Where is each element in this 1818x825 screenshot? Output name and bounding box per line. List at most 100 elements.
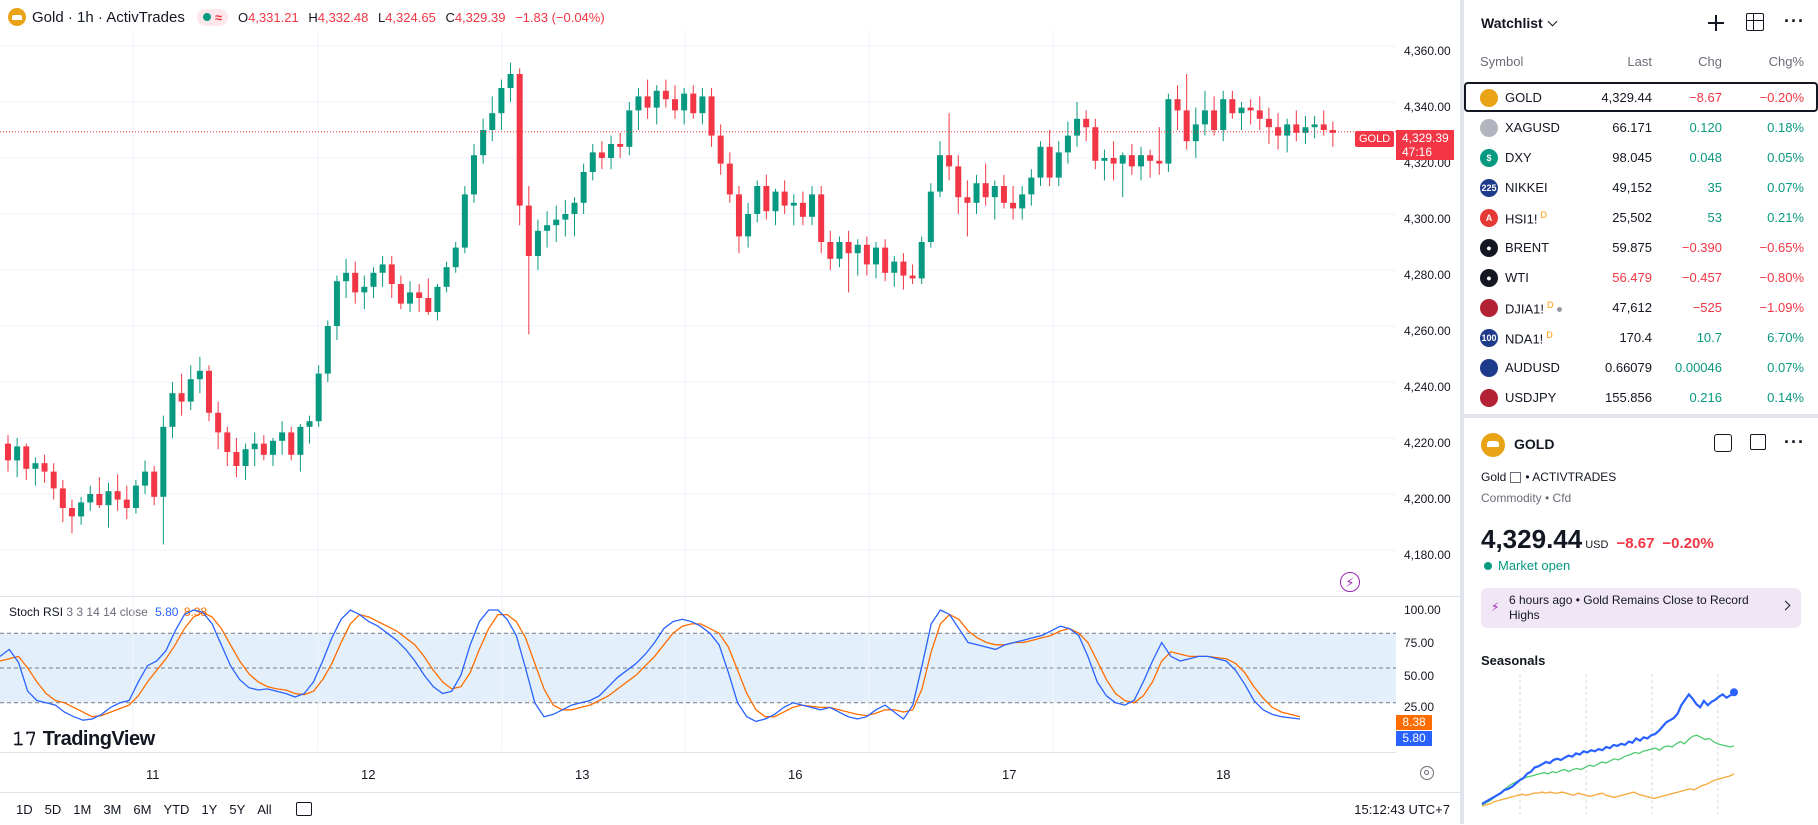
market-status-text: Market open [1498,558,1571,573]
external-link-icon[interactable] [1510,472,1522,484]
row-chg-pct: 0.18% [1767,120,1804,135]
stoch-rsi-chart[interactable] [0,598,1396,750]
candle-body [772,191,779,212]
row-chg: 0.120 [1689,120,1722,135]
candle-body [169,393,176,427]
market-status[interactable]: Market open [1484,558,1570,573]
price-scale[interactable]: 4,360.00 4,340.00 4,320.00 4,300.00 4,28… [1396,30,1460,590]
candle-body [50,471,57,489]
candle-body [68,508,75,517]
col-last[interactable]: Last [1627,54,1652,69]
watchlist-title[interactable]: Watchlist [1481,15,1543,31]
range-ytd-button[interactable]: YTD [163,801,190,817]
candle-body [370,272,377,287]
us-flag-icon [1480,389,1498,407]
range-all-button[interactable]: All [257,801,272,817]
watchlist-row[interactable]: 225 NIKKEI 49,152 35 0.07% [1464,172,1818,202]
seasonals-chart[interactable] [1474,674,1804,814]
candle-body [626,110,633,147]
settings-gear-icon[interactable] [1420,766,1434,780]
details-exchange[interactable]: • ACTIVTRADES [1525,470,1617,484]
chart-pane[interactable]: Gold · 1h · ActivTrades ≈ O4,331.21 H4,3… [0,0,1460,824]
section-separator[interactable] [1464,414,1818,418]
candle-body [507,74,514,88]
col-chg[interactable]: Chg [1698,54,1722,69]
time-label: 11 [146,767,160,782]
candle-body [1101,158,1108,161]
watchlist-row[interactable]: A HSI1! D 25,502 53 0.21% [1464,202,1818,232]
go-to-date-icon[interactable] [295,802,312,816]
panel-divider[interactable] [1460,0,1464,824]
candle-body [946,155,953,167]
candle-body [845,242,852,254]
layout-icon[interactable] [1714,434,1732,452]
watchlist-row[interactable]: ● BRENT 59.875 −0.390 −0.65% [1464,232,1818,262]
details-symbol[interactable]: GOLD [1514,436,1555,452]
time-axis[interactable]: 11 12 13 16 17 18 [0,752,1396,793]
range-5y-button[interactable]: 5Y [229,801,246,817]
candle-body [187,379,194,402]
clock[interactable]: 15:12:43 UTC+7 [1354,801,1450,817]
bar-countdown: 47:16 [1402,145,1433,159]
details-name[interactable]: Gold [1481,470,1507,484]
chevron-down-icon[interactable] [1547,16,1558,26]
candle-body [269,440,276,455]
price-tick: 4,240.00 [1404,380,1451,394]
row-symbol: GOLD [1505,90,1542,105]
stoch-rsi-legend[interactable]: Stoch RSI 3 3 14 14 close 5.80 8.38 [9,605,207,619]
col-chg-pct[interactable]: Chg% [1768,54,1804,69]
price-tick: 4,300.00 [1404,212,1451,226]
chart-title[interactable]: Gold · 1h · ActivTrades [32,8,185,26]
candle-body [461,194,468,248]
watchlist-row[interactable]: XAGUSD 66.171 0.120 0.18% [1464,112,1818,142]
watchlist-row[interactable]: ● WTI 56.479 −0.457 −0.80% [1464,262,1818,292]
candle-body [397,284,404,304]
watchlist-row[interactable]: AUDUSD 0.66079 0.00046 0.07% [1464,352,1818,382]
candle-body [105,491,112,506]
edit-note-icon[interactable] [1750,434,1766,450]
add-symbol-icon[interactable] [1706,13,1726,33]
news-headline[interactable]: 6 hours ago • Gold Remains Close to Reco… [1509,593,1749,622]
candle-body [489,113,496,130]
row-chg: −8.67 [1689,90,1722,105]
candle-body [653,90,660,108]
time-label: 12 [361,767,376,782]
watchlist-row[interactable]: USDJPY 155.856 0.216 0.14% [1464,382,1818,412]
pane-separator[interactable] [0,596,1460,597]
stoch-d-badge: 8.38 [1396,715,1432,730]
more-options-icon[interactable]: ··· [1784,11,1805,31]
price-tick: 4,360.00 [1404,44,1451,58]
watchlist-row[interactable]: DJIA1! D 47,612 −525 −1.09% [1464,292,1818,322]
range-5d-button[interactable]: 5D [44,801,62,817]
seasonals-title[interactable]: Seasonals [1481,653,1546,668]
range-1d-button[interactable]: 1D [16,801,33,817]
candle-body [1265,118,1272,128]
candle-body [1128,155,1135,167]
range-1m-button[interactable]: 1M [73,801,92,817]
lightning-icon[interactable]: ⚡ [1340,572,1360,592]
col-symbol[interactable]: Symbol [1480,54,1524,69]
candlestick-chart[interactable] [0,30,1396,596]
row-chg-pct: 0.14% [1767,390,1804,405]
chevron-right-icon[interactable] [1780,600,1791,611]
row-chg-pct: 0.05% [1767,150,1804,165]
watchlist-row[interactable]: 100 NDA1! D 170.4 10.7 6.70% [1464,322,1818,352]
range-6m-button[interactable]: 6M [133,801,152,817]
ohlc-values: O4,331.21 H4,332.48 L4,324.65 C4,329.39 … [237,9,605,25]
candle-body [1238,107,1245,114]
watchlist-row[interactable]: GOLD 4,329.44 −8.67 −0.20% [1464,82,1818,112]
news-card[interactable]: ⚡ 6 hours ago • Gold Remains Close to Re… [1481,588,1801,628]
row-chg-pct: −1.09% [1759,300,1804,315]
table-view-icon[interactable] [1746,13,1764,31]
price-tick: 4,280.00 [1404,268,1451,282]
range-1y-button[interactable]: 1Y [201,801,218,817]
tradingview-logo[interactable]: 𝟷𝟽 TradingView [12,728,155,751]
market-status-pill[interactable]: ≈ [196,8,228,26]
range-3m-button[interactable]: 3M [103,801,122,817]
more-options-icon[interactable]: ··· [1784,432,1805,452]
candle-body [206,370,213,413]
oil-drop-icon: ● [1480,239,1498,257]
stoch-d-line [0,611,1301,718]
watchlist-row[interactable]: $ DXY 98.045 0.048 0.05% [1464,142,1818,172]
candle-body [1229,99,1236,114]
